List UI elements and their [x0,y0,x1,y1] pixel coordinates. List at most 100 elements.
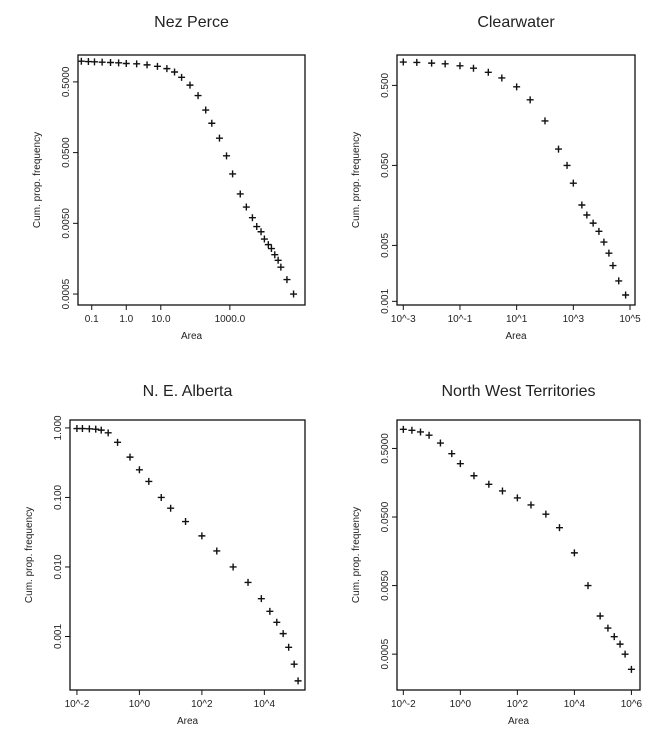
x-tick-label: 10^0 [129,699,151,710]
y-tick-label: 0.5000 [61,66,72,97]
plot-frame [77,54,306,306]
data-point [563,161,571,169]
y-axis-label: Cum. prop. frequency [24,507,35,603]
x-tick-label: 1000.0 [215,314,246,325]
chart-panel: Nez Perce 0.1 1.0 10.0 1000.0 0.5000 0.0500 0.0… [32,14,306,342]
y-tick-label: 0.0500 [380,501,391,532]
data-point [274,256,282,264]
x-axis-label: Area [181,331,203,342]
x-axis-label: Area [177,716,199,727]
data-point [605,249,613,257]
data-point [615,277,623,285]
data-point [242,203,250,211]
x-tick-label: 0.1 [85,314,99,325]
x-tick-label: 1.0 [119,314,133,325]
data-point [622,291,630,299]
y-axis-label: Cum. prop. frequency [32,132,43,228]
data-point [428,59,436,67]
data-point [610,633,618,641]
data-point [115,59,123,67]
data-point [163,65,171,73]
data-point [279,630,287,638]
data-point [283,276,291,284]
data-point [186,81,194,89]
data-point [157,493,165,501]
data-point [97,426,105,434]
data-point [595,227,603,235]
data-point [182,518,190,526]
data-point [570,549,578,557]
data-point [456,62,464,70]
data-point [604,624,612,632]
data-point [171,68,179,76]
data-point [425,431,433,439]
data-point [167,504,175,512]
x-tick-label: 10^-3 [391,314,416,325]
data-point [484,68,492,76]
data-point [126,453,134,461]
y-axis-label: Cum. prop. frequency [351,132,362,228]
data-point [456,460,464,468]
data-point [84,58,92,66]
data-point [408,426,416,434]
data-point [527,501,535,509]
x-tick-label: 10^4 [564,699,586,710]
x-tick-label: 10^-2 [65,699,90,710]
data-point [266,607,274,615]
y-tick-label: 1.000 [53,415,64,440]
chart-title: North West Territories [441,383,595,400]
y-tick-label: 0.010 [53,554,64,579]
y-tick-label: 0.050 [380,152,391,177]
data-point [498,487,506,495]
data-point [413,58,421,66]
y-tick-label: 0.0050 [380,570,391,601]
y-tick-label: 0.001 [380,288,391,313]
data-point [223,152,231,160]
data-point [198,532,206,540]
y-tick-label: 0.0050 [61,208,72,239]
data-point [555,145,563,153]
data-point [104,429,112,437]
data-point [257,228,265,236]
data-point [578,201,586,209]
y-tick-label: 0.0005 [61,278,72,309]
y-tick-label: 0.0500 [61,137,72,168]
data-point [85,425,93,433]
data-point [436,439,444,447]
data-point [485,480,493,488]
y-tick-label: 0.001 [53,624,64,649]
data-point [609,262,617,270]
data-point [513,494,521,502]
plot-frame [396,419,641,691]
x-axis-label: Area [508,716,530,727]
data-point [77,57,85,65]
data-point [448,450,456,458]
x-tick-label: 10^6 [621,699,643,710]
data-point [399,58,407,66]
data-point [98,58,106,66]
data-point [498,74,506,82]
plot-frame [69,419,306,691]
data-point [244,578,252,586]
data-point [627,665,635,673]
x-tick-label: 10.0 [151,314,171,325]
y-tick-label: 0.0005 [380,638,391,669]
data-point [596,612,604,620]
chart-panel: Clearwater 10^-3 10^-1 10^1 10^3 10^5 0.500 0.0… [351,14,641,342]
data-point [107,59,115,66]
data-point [584,582,592,590]
x-tick-label: 10^-2 [391,699,416,710]
data-point [135,466,143,474]
data-point [294,677,302,685]
data-point [208,119,216,127]
y-tick-label: 0.100 [53,484,64,509]
data-point [78,425,86,433]
data-point [253,223,261,231]
data-point [616,640,624,648]
chart-title: N. E. Alberta [143,383,233,400]
data-point [145,477,153,485]
data-point [248,214,256,222]
data-point [260,235,268,243]
chart-panel: N. E. Alberta 10^-2 10^0 10^2 10^4 1.000 0.100… [24,383,306,727]
